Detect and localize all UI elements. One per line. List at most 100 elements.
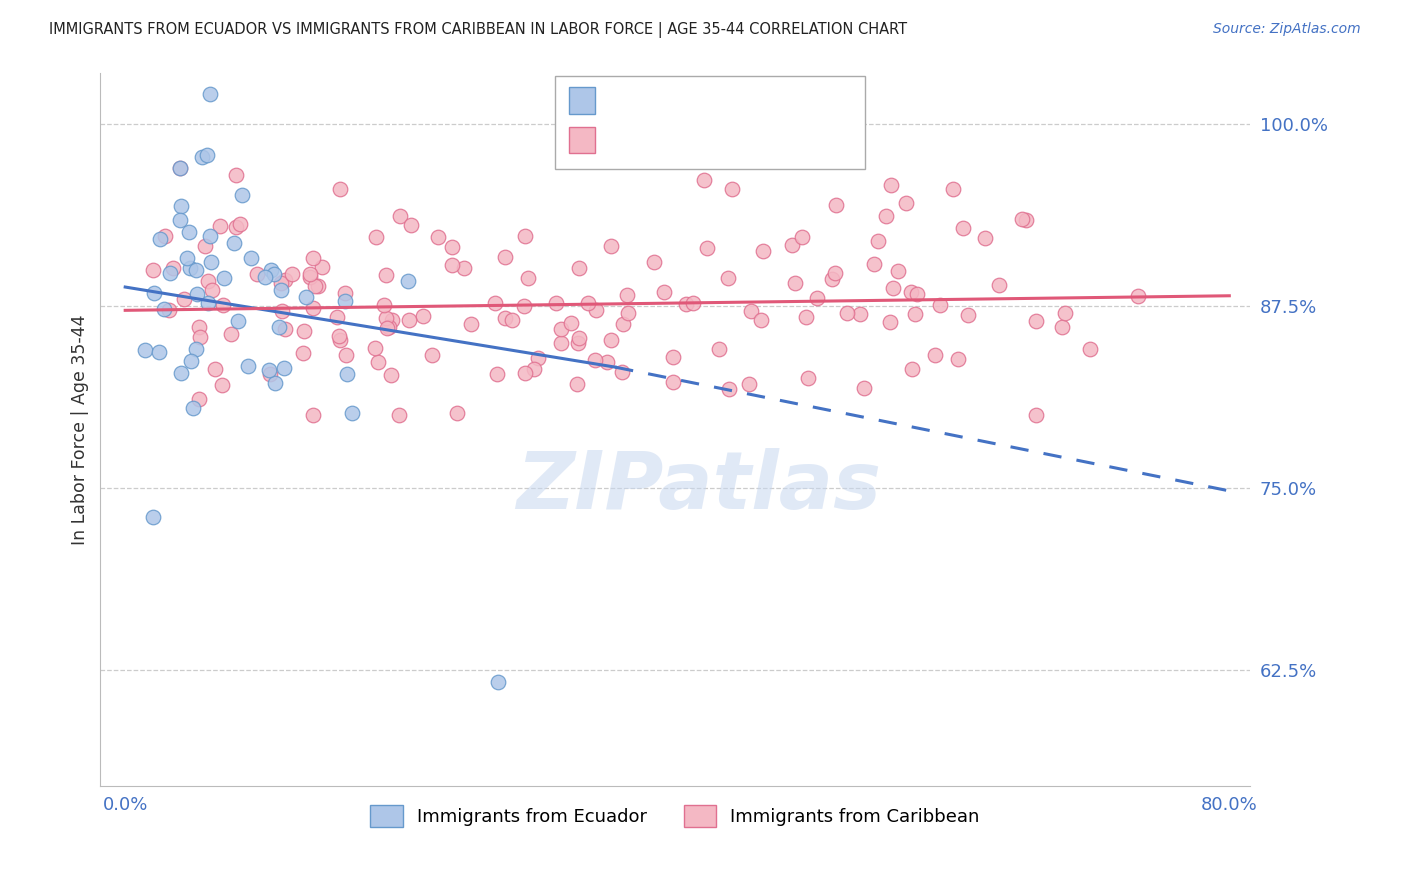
Point — [494, 250, 516, 264]
Point — [1080, 343, 1102, 357]
Point — [263, 267, 285, 281]
Point — [513, 366, 536, 380]
Point — [257, 363, 280, 377]
Point — [527, 351, 550, 366]
Point — [333, 293, 356, 308]
Point — [568, 331, 591, 345]
Point — [675, 297, 697, 311]
Legend: Immigrants from Ecuador, Immigrants from Caribbean: Immigrants from Ecuador, Immigrants from… — [363, 798, 987, 835]
Point — [523, 361, 546, 376]
Point — [326, 310, 349, 324]
Point — [204, 362, 226, 376]
Point — [886, 264, 908, 278]
Point — [198, 228, 221, 243]
Point — [142, 285, 165, 300]
Text: R =  0.105  N = 145: R = 0.105 N = 145 — [602, 131, 808, 149]
Point — [399, 219, 422, 233]
Point — [612, 318, 634, 332]
Point — [749, 312, 772, 326]
Point — [882, 281, 904, 295]
Point — [159, 266, 181, 280]
Point — [377, 320, 399, 334]
Point — [231, 187, 253, 202]
Point — [924, 348, 946, 362]
Point — [942, 182, 965, 196]
Point — [162, 261, 184, 276]
Point — [169, 161, 191, 175]
Y-axis label: In Labor Force | Age 35-44: In Labor Force | Age 35-44 — [72, 315, 89, 545]
Point — [568, 261, 591, 276]
Point — [420, 348, 443, 362]
Point — [1015, 213, 1038, 227]
Point — [616, 306, 638, 320]
Point — [336, 367, 359, 381]
Point — [738, 377, 761, 392]
Point — [195, 148, 218, 162]
Point — [302, 301, 325, 315]
Point — [184, 342, 207, 356]
Point — [169, 161, 191, 175]
Point — [446, 406, 468, 420]
Point — [875, 209, 897, 223]
Point — [790, 230, 813, 244]
Point — [381, 313, 404, 327]
Point — [211, 378, 233, 392]
Point — [212, 271, 235, 285]
Point — [929, 298, 952, 312]
Point — [550, 335, 572, 350]
Point — [583, 353, 606, 368]
Point — [1128, 288, 1150, 302]
Point — [904, 307, 927, 321]
Point — [149, 232, 172, 246]
Point — [853, 380, 876, 394]
Point — [329, 182, 352, 196]
Point — [197, 296, 219, 310]
Point — [373, 298, 395, 312]
Point — [486, 674, 509, 689]
Point — [946, 352, 969, 367]
Point — [440, 258, 463, 272]
Point — [295, 290, 318, 304]
Point — [148, 344, 170, 359]
Point — [494, 311, 516, 326]
Point — [375, 321, 398, 335]
Point — [797, 371, 820, 385]
Point — [169, 366, 191, 380]
Point — [599, 239, 621, 253]
Point — [226, 314, 249, 328]
Point — [342, 406, 364, 420]
Point — [616, 287, 638, 301]
Point — [173, 292, 195, 306]
Point — [837, 306, 859, 320]
Point — [484, 296, 506, 310]
Point — [236, 359, 259, 373]
Point — [179, 261, 201, 276]
Point — [333, 285, 356, 300]
Point — [692, 173, 714, 187]
Point — [374, 268, 396, 282]
Point — [134, 343, 156, 357]
Point — [600, 333, 623, 347]
Point — [302, 251, 325, 265]
Point — [335, 349, 357, 363]
Point — [157, 303, 180, 318]
Point — [567, 335, 589, 350]
Point — [311, 260, 333, 274]
Point — [270, 304, 292, 318]
Point — [824, 266, 846, 280]
Point — [821, 272, 844, 286]
Point — [565, 376, 588, 391]
Point — [292, 346, 315, 360]
Point — [1052, 320, 1074, 334]
Point — [201, 284, 224, 298]
Point — [184, 262, 207, 277]
Point — [398, 313, 420, 327]
Point — [153, 302, 176, 317]
Point — [453, 260, 475, 275]
Point — [259, 367, 281, 381]
Point — [219, 326, 242, 341]
Point — [240, 252, 263, 266]
Point — [501, 312, 523, 326]
Point — [783, 276, 806, 290]
Point — [209, 219, 232, 233]
